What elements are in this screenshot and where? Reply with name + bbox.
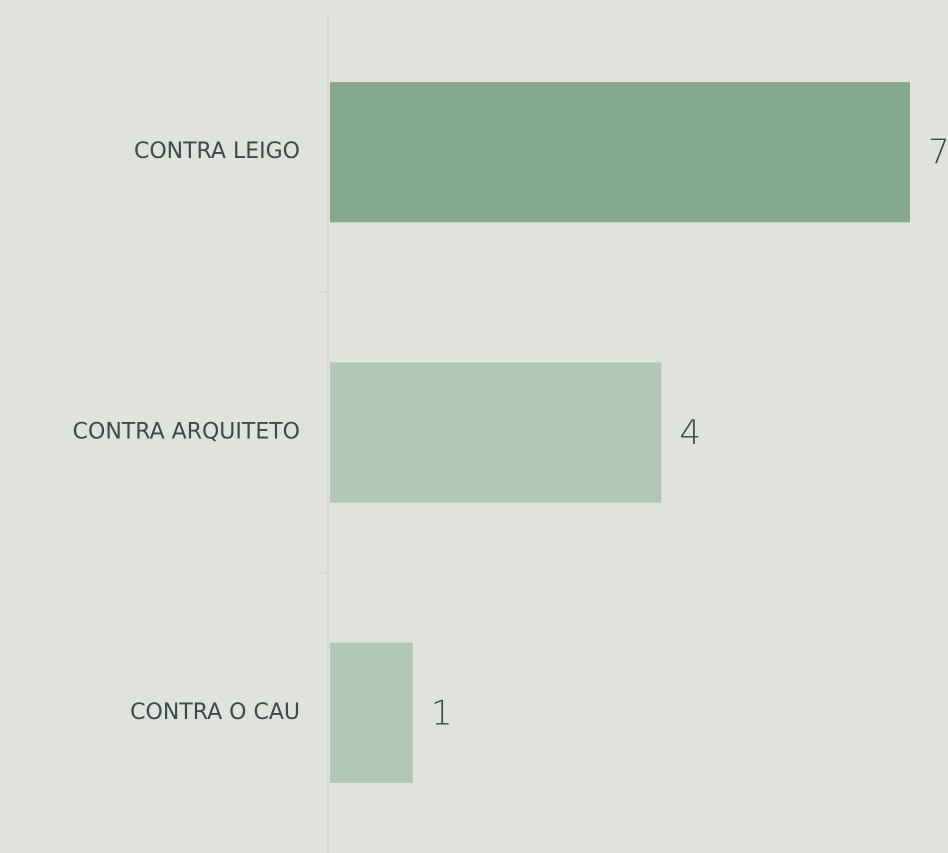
value-label: 7 xyxy=(928,133,948,173)
category-label: CONTRA LEIGO xyxy=(134,139,300,164)
value-label: 1 xyxy=(431,693,453,733)
bar xyxy=(330,642,413,783)
category-label: CONTRA O CAU xyxy=(130,700,300,725)
bar xyxy=(330,82,910,223)
value-label: 4 xyxy=(679,413,701,453)
category-label: CONTRA ARQUITETO xyxy=(73,420,300,445)
bar xyxy=(330,362,662,503)
